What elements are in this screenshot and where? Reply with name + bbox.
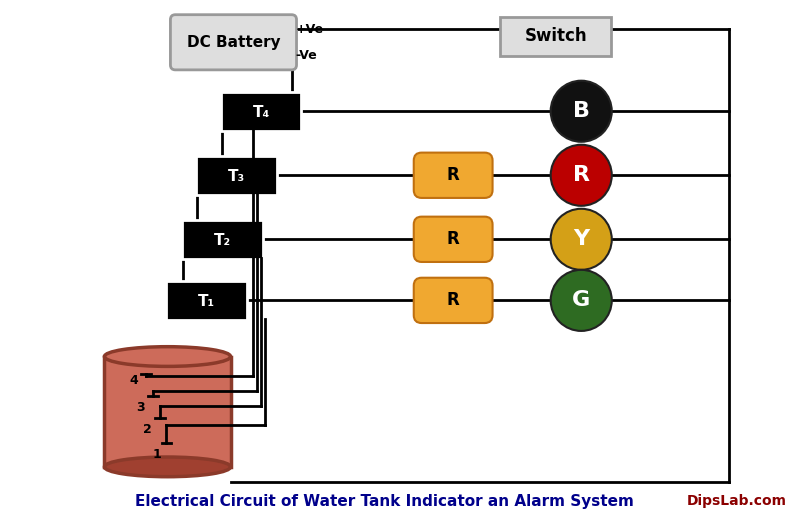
Text: T₂: T₂ (214, 233, 231, 248)
Text: DipsLab.com: DipsLab.com (687, 495, 787, 508)
Text: R: R (447, 291, 460, 309)
Text: DC Battery: DC Battery (187, 35, 281, 50)
Text: Switch: Switch (524, 28, 587, 45)
FancyBboxPatch shape (413, 153, 493, 198)
FancyBboxPatch shape (166, 281, 247, 320)
Text: 4: 4 (129, 374, 138, 387)
Text: 3: 3 (136, 401, 145, 414)
Text: R: R (447, 230, 460, 248)
Text: -Ve: -Ve (296, 49, 317, 62)
Ellipse shape (104, 347, 231, 366)
Text: +Ve: +Ve (296, 23, 324, 36)
Text: T₃: T₃ (228, 169, 245, 184)
Polygon shape (104, 357, 231, 467)
Text: 1: 1 (153, 448, 161, 461)
Text: 2: 2 (143, 422, 152, 435)
Text: T₄: T₄ (253, 105, 270, 120)
Text: Y: Y (573, 229, 589, 249)
Circle shape (551, 270, 612, 331)
Circle shape (551, 209, 612, 270)
Text: R: R (572, 165, 590, 185)
Text: G: G (572, 291, 591, 310)
FancyBboxPatch shape (413, 278, 493, 323)
Circle shape (551, 80, 612, 142)
FancyBboxPatch shape (182, 220, 263, 259)
Text: T₁: T₁ (198, 294, 215, 309)
FancyBboxPatch shape (500, 17, 611, 56)
Text: B: B (572, 101, 590, 121)
FancyBboxPatch shape (221, 91, 301, 131)
FancyBboxPatch shape (196, 156, 277, 195)
Text: Electrical Circuit of Water Tank Indicator an Alarm System: Electrical Circuit of Water Tank Indicat… (135, 494, 634, 509)
Text: R: R (447, 166, 460, 184)
FancyBboxPatch shape (170, 15, 297, 70)
FancyBboxPatch shape (413, 216, 493, 262)
Ellipse shape (104, 457, 231, 477)
Circle shape (551, 145, 612, 206)
